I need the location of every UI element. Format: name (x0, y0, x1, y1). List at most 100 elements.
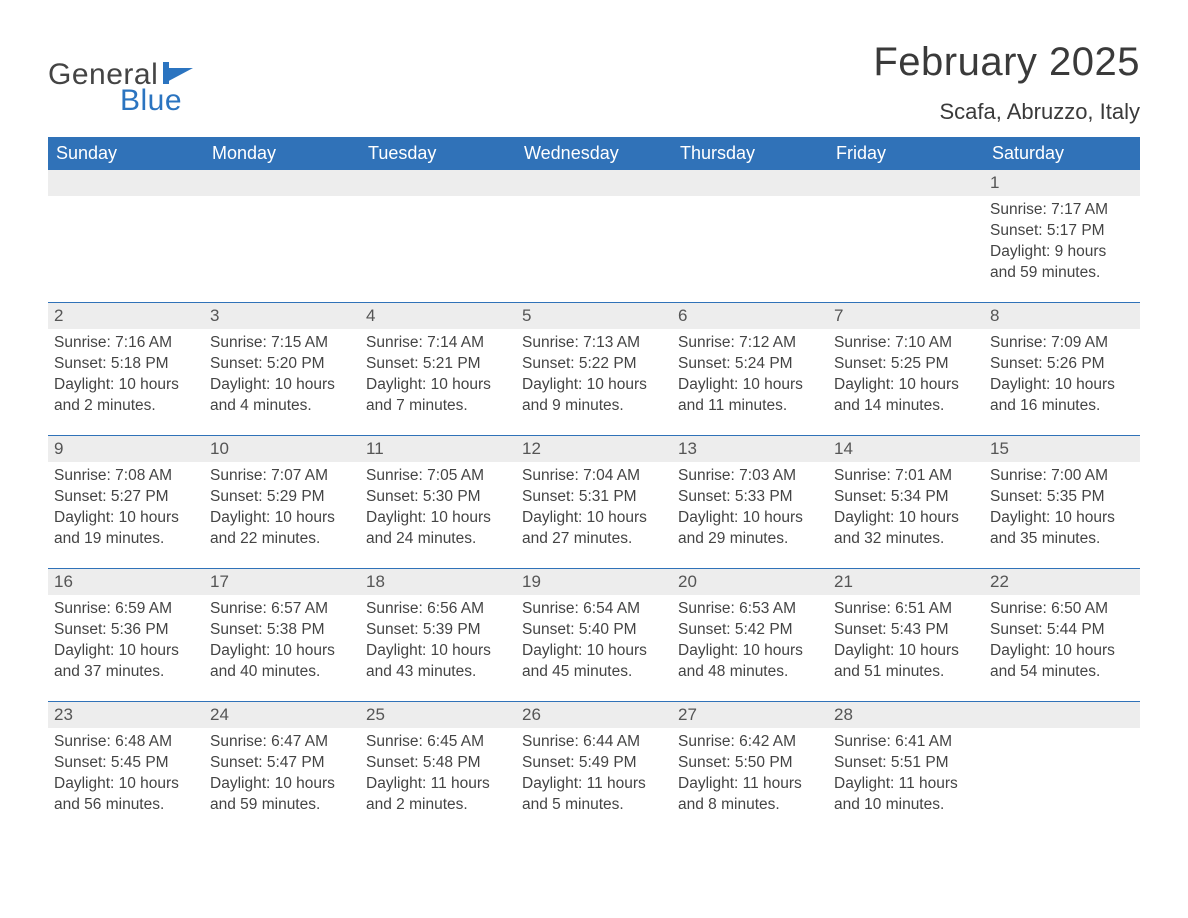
day-body: Sunrise: 7:14 AMSunset: 5:21 PMDaylight:… (360, 329, 516, 435)
day-body: Sunrise: 7:08 AMSunset: 5:27 PMDaylight:… (48, 462, 204, 568)
weekday-friday: Friday (828, 137, 984, 170)
day-cell: 1Sunrise: 7:17 AMSunset: 5:17 PMDaylight… (984, 170, 1140, 302)
day-body: Sunrise: 6:57 AMSunset: 5:38 PMDaylight:… (204, 595, 360, 701)
day-body: Sunrise: 6:48 AMSunset: 5:45 PMDaylight:… (48, 728, 204, 834)
daynum: 5 (516, 302, 672, 329)
sunset-line: Sunset: 5:42 PM (678, 620, 822, 641)
sunset-line: Sunset: 5:22 PM (522, 354, 666, 375)
daylight-line: Daylight: 10 hours and 43 minutes. (366, 641, 510, 683)
daylight-line: Daylight: 9 hours and 59 minutes. (990, 242, 1134, 284)
day-body: Sunrise: 7:04 AMSunset: 5:31 PMDaylight:… (516, 462, 672, 568)
sunset-line: Sunset: 5:34 PM (834, 487, 978, 508)
daylight-line: Daylight: 10 hours and 56 minutes. (54, 774, 198, 816)
day-body-empty (828, 196, 984, 302)
day-cell: 20Sunrise: 6:53 AMSunset: 5:42 PMDayligh… (672, 568, 828, 701)
daylight-line: Daylight: 10 hours and 16 minutes. (990, 375, 1134, 417)
week-row: 1Sunrise: 7:17 AMSunset: 5:17 PMDaylight… (48, 170, 1140, 302)
sunrise-line: Sunrise: 7:14 AM (366, 333, 510, 354)
week-row: 16Sunrise: 6:59 AMSunset: 5:36 PMDayligh… (48, 568, 1140, 701)
day-body: Sunrise: 6:41 AMSunset: 5:51 PMDaylight:… (828, 728, 984, 834)
daynum: 13 (672, 435, 828, 462)
sunrise-line: Sunrise: 6:59 AM (54, 599, 198, 620)
daynum: 4 (360, 302, 516, 329)
day-cell-empty (516, 170, 672, 302)
header: General Blue February 2025 Scafa, Abruzz… (48, 40, 1140, 125)
day-body-empty (360, 196, 516, 302)
day-cell: 23Sunrise: 6:48 AMSunset: 5:45 PMDayligh… (48, 701, 204, 834)
sunrise-line: Sunrise: 7:04 AM (522, 466, 666, 487)
daynum: 15 (984, 435, 1140, 462)
sunrise-line: Sunrise: 6:48 AM (54, 732, 198, 753)
daynum: 8 (984, 302, 1140, 329)
week-row: 23Sunrise: 6:48 AMSunset: 5:45 PMDayligh… (48, 701, 1140, 834)
day-body: Sunrise: 7:05 AMSunset: 5:30 PMDaylight:… (360, 462, 516, 568)
daylight-line: Daylight: 10 hours and 19 minutes. (54, 508, 198, 550)
day-body: Sunrise: 6:56 AMSunset: 5:39 PMDaylight:… (360, 595, 516, 701)
day-body: Sunrise: 6:51 AMSunset: 5:43 PMDaylight:… (828, 595, 984, 701)
weekday-saturday: Saturday (984, 137, 1140, 170)
day-cell: 19Sunrise: 6:54 AMSunset: 5:40 PMDayligh… (516, 568, 672, 701)
day-body: Sunrise: 6:44 AMSunset: 5:49 PMDaylight:… (516, 728, 672, 834)
daynum: 7 (828, 302, 984, 329)
sunrise-line: Sunrise: 6:50 AM (990, 599, 1134, 620)
sunset-line: Sunset: 5:21 PM (366, 354, 510, 375)
daynum: 24 (204, 701, 360, 728)
day-body-empty (516, 196, 672, 302)
day-cell: 21Sunrise: 6:51 AMSunset: 5:43 PMDayligh… (828, 568, 984, 701)
day-body-empty (984, 728, 1140, 834)
sunrise-line: Sunrise: 7:05 AM (366, 466, 510, 487)
daynum: 27 (672, 701, 828, 728)
daynum: 23 (48, 701, 204, 728)
daynum: 10 (204, 435, 360, 462)
sunrise-line: Sunrise: 7:00 AM (990, 466, 1134, 487)
sunrise-line: Sunrise: 6:42 AM (678, 732, 822, 753)
sunrise-line: Sunrise: 7:15 AM (210, 333, 354, 354)
daylight-line: Daylight: 10 hours and 2 minutes. (54, 375, 198, 417)
weekday-tuesday: Tuesday (360, 137, 516, 170)
day-body: Sunrise: 6:47 AMSunset: 5:47 PMDaylight:… (204, 728, 360, 834)
daylight-line: Daylight: 10 hours and 14 minutes. (834, 375, 978, 417)
sunrise-line: Sunrise: 7:08 AM (54, 466, 198, 487)
day-cell-empty (48, 170, 204, 302)
sunrise-line: Sunrise: 7:13 AM (522, 333, 666, 354)
daynum: 12 (516, 435, 672, 462)
day-body: Sunrise: 6:54 AMSunset: 5:40 PMDaylight:… (516, 595, 672, 701)
daylight-line: Daylight: 10 hours and 35 minutes. (990, 508, 1134, 550)
daynum-bar-empty (48, 170, 204, 196)
sunrise-line: Sunrise: 7:07 AM (210, 466, 354, 487)
sunrise-line: Sunrise: 7:12 AM (678, 333, 822, 354)
daynum: 26 (516, 701, 672, 728)
daynum: 22 (984, 568, 1140, 595)
day-body: Sunrise: 7:00 AMSunset: 5:35 PMDaylight:… (984, 462, 1140, 568)
daylight-line: Daylight: 10 hours and 22 minutes. (210, 508, 354, 550)
day-body-empty (48, 196, 204, 302)
sunset-line: Sunset: 5:45 PM (54, 753, 198, 774)
day-body: Sunrise: 7:16 AMSunset: 5:18 PMDaylight:… (48, 329, 204, 435)
day-cell: 6Sunrise: 7:12 AMSunset: 5:24 PMDaylight… (672, 302, 828, 435)
day-body: Sunrise: 7:15 AMSunset: 5:20 PMDaylight:… (204, 329, 360, 435)
day-body: Sunrise: 7:10 AMSunset: 5:25 PMDaylight:… (828, 329, 984, 435)
day-body: Sunrise: 6:59 AMSunset: 5:36 PMDaylight:… (48, 595, 204, 701)
sunset-line: Sunset: 5:25 PM (834, 354, 978, 375)
sunset-line: Sunset: 5:47 PM (210, 753, 354, 774)
daynum: 11 (360, 435, 516, 462)
daynum: 21 (828, 568, 984, 595)
sunrise-line: Sunrise: 7:17 AM (990, 200, 1134, 221)
daynum: 28 (828, 701, 984, 728)
daynum: 17 (204, 568, 360, 595)
day-body-empty (672, 196, 828, 302)
sunrise-line: Sunrise: 6:41 AM (834, 732, 978, 753)
daynum: 20 (672, 568, 828, 595)
sunrise-line: Sunrise: 6:53 AM (678, 599, 822, 620)
sunrise-line: Sunrise: 6:51 AM (834, 599, 978, 620)
daylight-line: Daylight: 10 hours and 59 minutes. (210, 774, 354, 816)
weekday-sunday: Sunday (48, 137, 204, 170)
sunset-line: Sunset: 5:17 PM (990, 221, 1134, 242)
day-body: Sunrise: 7:07 AMSunset: 5:29 PMDaylight:… (204, 462, 360, 568)
sunset-line: Sunset: 5:24 PM (678, 354, 822, 375)
sunset-line: Sunset: 5:29 PM (210, 487, 354, 508)
day-cell: 22Sunrise: 6:50 AMSunset: 5:44 PMDayligh… (984, 568, 1140, 701)
daylight-line: Daylight: 10 hours and 7 minutes. (366, 375, 510, 417)
sunrise-line: Sunrise: 7:03 AM (678, 466, 822, 487)
daylight-line: Daylight: 10 hours and 29 minutes. (678, 508, 822, 550)
